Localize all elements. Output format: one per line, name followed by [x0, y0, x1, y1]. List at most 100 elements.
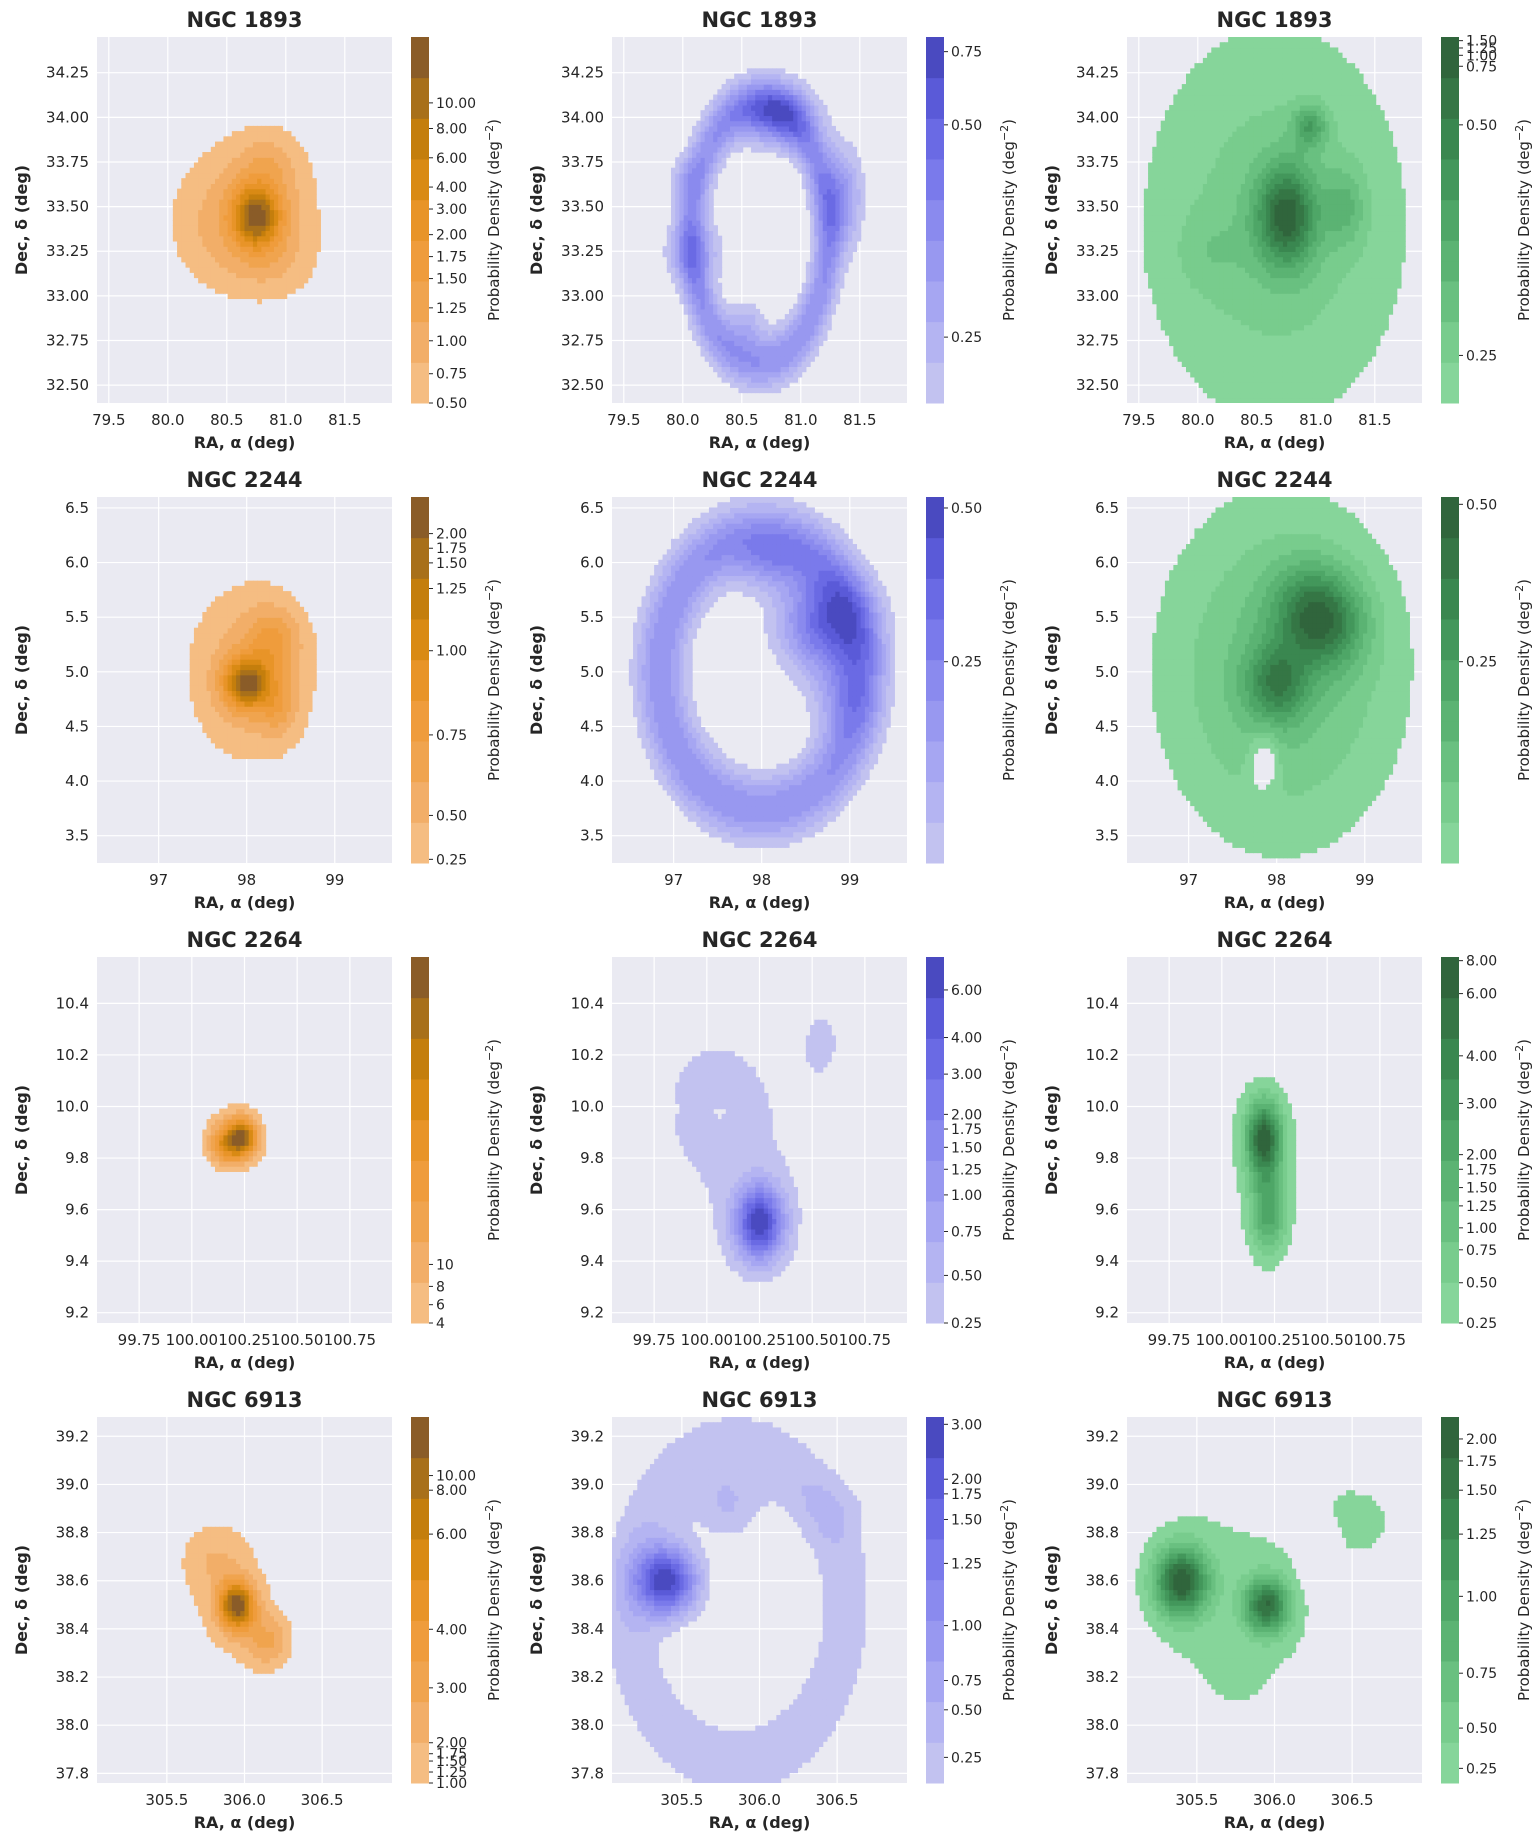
density-cell: [818, 329, 824, 336]
density-cell: [814, 298, 820, 305]
density-cell: [789, 314, 794, 320]
density-cell: [1186, 319, 1191, 326]
density-cell: [704, 308, 710, 315]
density-cell: [831, 235, 836, 242]
density-cell: [1211, 172, 1217, 179]
density-cell: [295, 240, 300, 247]
density-cell: [227, 214, 233, 221]
density-cell: [1169, 261, 1174, 268]
density-cell: [692, 256, 697, 263]
density-cell: [1304, 366, 1309, 373]
colorbar-band: [926, 382, 944, 404]
density-cell: [252, 220, 258, 226]
density-cell: [1266, 382, 1271, 388]
density-cell: [236, 141, 241, 148]
density-cell: [1249, 355, 1255, 362]
density-cell: [700, 329, 706, 336]
density-cell: [1228, 146, 1233, 153]
density-cell: [1299, 345, 1305, 352]
density-cell: [223, 220, 229, 226]
density-cell: [1190, 261, 1196, 268]
density-cell: [805, 183, 811, 190]
density-cell: [181, 251, 187, 258]
density-cell: [1299, 188, 1305, 195]
density-cell: [1236, 57, 1242, 64]
density-cell: [215, 282, 220, 289]
density-cell: [1215, 392, 1221, 399]
density-cell: [1207, 240, 1212, 247]
density-cell: [730, 89, 735, 96]
density-cell: [1278, 131, 1284, 137]
density-cell: [274, 240, 279, 247]
density-cell: [240, 251, 246, 258]
density-cell: [1278, 340, 1284, 347]
density-cell: [1219, 152, 1225, 158]
density-cell: [1299, 193, 1305, 200]
density-cell: [738, 376, 744, 383]
density-cell: [767, 355, 773, 362]
density-cell: [1219, 209, 1225, 216]
density-cell: [1282, 78, 1288, 85]
density-cell: [717, 136, 723, 143]
density-cell: [282, 235, 288, 242]
density-cell: [274, 167, 279, 174]
density-cell: [1215, 178, 1221, 184]
density-cell: [1194, 314, 1200, 320]
density-cell: [1148, 246, 1153, 252]
y-tick-label: 33.25: [561, 242, 604, 260]
colorbar-label-sup: −2: [483, 125, 496, 141]
density-cell: [307, 214, 313, 221]
density-cell: [1270, 37, 1276, 43]
density-cell: [1295, 204, 1301, 211]
density-cell: [683, 204, 689, 211]
density-cell: [730, 382, 735, 388]
density-cell: [252, 293, 258, 300]
density-cell: [299, 261, 305, 268]
density-cell: [1152, 172, 1158, 179]
density-cell: [1249, 230, 1255, 237]
density-cell: [1169, 324, 1174, 331]
density-cell: [700, 204, 706, 211]
density-cell: [1194, 220, 1200, 226]
density-cell: [1266, 361, 1271, 367]
density-cell: [1198, 146, 1204, 153]
density-cell: [717, 272, 723, 279]
density-cell: [185, 193, 191, 200]
density-cell: [700, 141, 706, 148]
density-cell: [1299, 251, 1305, 258]
density-cell: [210, 214, 216, 221]
density-cell: [801, 84, 807, 90]
density-cell: [780, 115, 786, 122]
density-cell: [269, 230, 275, 237]
density-cell: [708, 345, 714, 352]
density-cell: [1160, 251, 1166, 258]
density-cell: [852, 240, 858, 247]
density-cell: [1257, 282, 1263, 289]
density-cell: [1194, 167, 1200, 174]
density-cell: [793, 361, 799, 367]
density-cell: [1177, 136, 1183, 143]
density-cell: [1295, 246, 1301, 252]
density-cell: [843, 240, 849, 247]
density-cell: [1261, 204, 1267, 211]
density-cell: [1257, 366, 1263, 373]
density-cell: [198, 199, 203, 205]
density-cell: [805, 345, 811, 352]
density-cell: [1181, 335, 1187, 341]
density-cell: [1202, 68, 1208, 75]
density-cell: [1240, 345, 1246, 352]
density-cell: [1253, 73, 1259, 80]
density-cell: [755, 110, 761, 117]
density-cell: [202, 193, 208, 200]
density-cell: [818, 314, 824, 320]
density-cell: [1257, 110, 1263, 117]
density-cell: [1257, 314, 1263, 320]
density-cell: [835, 246, 841, 252]
density-cell: [1160, 214, 1166, 221]
density-cell: [789, 152, 794, 158]
density-cell: [1181, 308, 1187, 315]
density-cell: [1223, 152, 1229, 158]
density-cell: [810, 329, 815, 336]
density-cell: [240, 131, 246, 137]
density-cell: [1190, 115, 1196, 122]
